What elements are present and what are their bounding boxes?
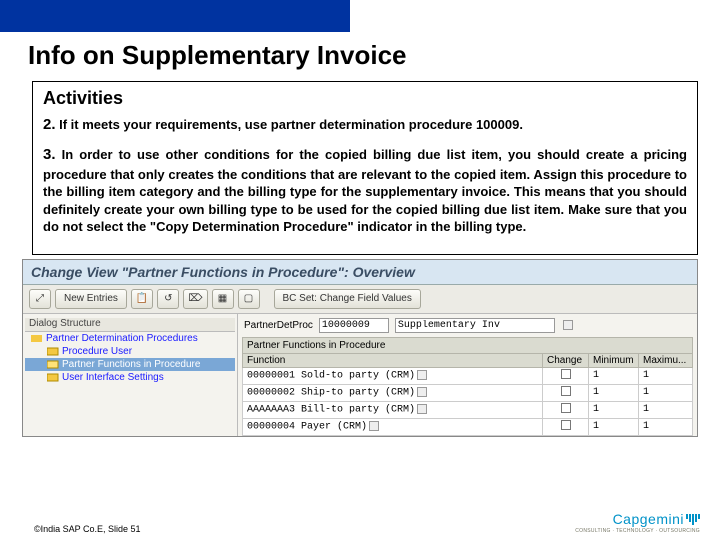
cell-max[interactable]: 1 <box>639 384 693 401</box>
content-box: Activities 2. If it meets your requireme… <box>32 81 698 255</box>
col-function[interactable]: Function <box>243 353 543 367</box>
cell-max[interactable]: 1 <box>639 401 693 418</box>
proc-desc-input[interactable] <box>395 318 555 333</box>
search-help-icon[interactable] <box>417 404 427 414</box>
table-row[interactable]: AAAAAAA3 Bill-to party (CRM) 1 1 <box>243 401 693 418</box>
folder-icon <box>31 333 43 343</box>
new-entries-button[interactable]: New Entries <box>55 289 127 309</box>
folder-icon <box>47 346 59 356</box>
sap-screenshot: Change View "Partner Functions in Proced… <box>22 259 698 437</box>
slide-footer: ©India SAP Co.E, Slide 51 Capgemini CONS… <box>34 511 700 534</box>
logo-tagline: CONSULTING · TECHNOLOGY · OUTSOURCING <box>575 528 700 534</box>
cell-function: 00000004 Payer (CRM) <box>247 422 367 433</box>
expand-button[interactable]: ⤢ <box>29 289 51 309</box>
activity-num-3: 3. <box>43 146 56 163</box>
cell-function: 00000001 Sold-to party (CRM) <box>247 371 415 382</box>
undo-button[interactable]: ↺ <box>157 289 179 309</box>
table-row[interactable]: 00000001 Sold-to party (CRM) 1 1 <box>243 367 693 384</box>
dialog-structure-panel: Dialog Structure Partner Determination P… <box>23 314 238 436</box>
cell-min[interactable]: 1 <box>589 367 639 384</box>
tree-item-procedure-user[interactable]: Procedure User <box>25 345 235 358</box>
delete-button[interactable]: ⌦ <box>183 289 207 309</box>
cell-function: 00000002 Ship-to party (CRM) <box>247 388 415 399</box>
activities-heading: Activities <box>43 88 687 109</box>
tree-item-partner-functions[interactable]: Partner Functions in Procedure <box>25 358 235 371</box>
search-help-icon[interactable] <box>417 370 427 380</box>
sap-body: Dialog Structure Partner Determination P… <box>23 314 697 436</box>
cell-max[interactable]: 1 <box>639 367 693 384</box>
footer-text: ©India SAP Co.E, Slide 51 <box>34 524 141 534</box>
grid-section-title: Partner Functions in Procedure <box>242 337 693 353</box>
folder-open-icon <box>47 359 59 369</box>
deselect-button[interactable]: ▢ <box>238 289 260 309</box>
capgemini-logo: Capgemini CONSULTING · TECHNOLOGY · OUTS… <box>575 511 700 534</box>
change-checkbox[interactable] <box>561 369 571 379</box>
search-help-icon[interactable] <box>369 421 379 431</box>
col-minimum[interactable]: Minimum <box>589 353 639 367</box>
col-maximum[interactable]: Maximu... <box>639 353 693 367</box>
proc-label: PartnerDetProc <box>244 320 313 331</box>
cell-min[interactable]: 1 <box>589 384 639 401</box>
slide-title: Info on Supplementary Invoice <box>0 32 720 77</box>
activity-text-3: In order to use other conditions for the… <box>43 147 687 234</box>
search-help-icon[interactable] <box>563 320 573 330</box>
change-checkbox[interactable] <box>561 386 571 396</box>
tree-label: User Interface Settings <box>62 372 164 383</box>
tree-label: Partner Functions in Procedure <box>62 359 200 370</box>
brand-bar <box>0 0 350 32</box>
activity-item-2: 2. If it meets your requirements, use pa… <box>43 115 687 135</box>
cell-function: AAAAAAA3 Bill-to party (CRM) <box>247 405 415 416</box>
folder-icon <box>47 372 59 382</box>
cell-max[interactable]: 1 <box>639 418 693 435</box>
logo-wordmark: Capgemini <box>613 511 684 527</box>
partner-functions-table: Function Change Minimum Maximu... 000000… <box>242 353 693 436</box>
proc-code-input[interactable] <box>319 318 389 333</box>
activity-item-3: 3. In order to use other conditions for … <box>43 145 687 235</box>
sap-right-panel: PartnerDetProc Partner Functions in Proc… <box>238 314 697 436</box>
activity-num-2: 2. <box>43 116 56 133</box>
table-row[interactable]: 00000002 Ship-to party (CRM) 1 1 <box>243 384 693 401</box>
cell-min[interactable]: 1 <box>589 401 639 418</box>
select-all-button[interactable]: ▦ <box>212 289 234 309</box>
cell-min[interactable]: 1 <box>589 418 639 435</box>
search-help-icon[interactable] <box>417 387 427 397</box>
logo-spark-icon <box>686 514 700 525</box>
copy-button[interactable]: 📋 <box>131 289 153 309</box>
table-row[interactable]: 00000004 Payer (CRM) 1 1 <box>243 418 693 435</box>
tree-label: Procedure User <box>62 346 132 357</box>
tree-label: Partner Determination Procedures <box>46 333 198 344</box>
sap-toolbar: ⤢ New Entries 📋 ↺ ⌦ ▦ ▢ BC Set: Change F… <box>23 285 697 314</box>
procedure-row: PartnerDetProc <box>242 318 693 333</box>
tree-item-ui-settings[interactable]: User Interface Settings <box>25 371 235 384</box>
change-checkbox[interactable] <box>561 403 571 413</box>
sap-view-title: Change View "Partner Functions in Proced… <box>23 260 697 285</box>
activity-text-2: If it meets your requirements, use partn… <box>56 117 523 132</box>
change-checkbox[interactable] <box>561 420 571 430</box>
dialog-structure-label: Dialog Structure <box>25 318 235 332</box>
tree-item-procedures[interactable]: Partner Determination Procedures <box>25 332 235 345</box>
bcset-button[interactable]: BC Set: Change Field Values <box>274 289 421 309</box>
col-change[interactable]: Change <box>543 353 589 367</box>
